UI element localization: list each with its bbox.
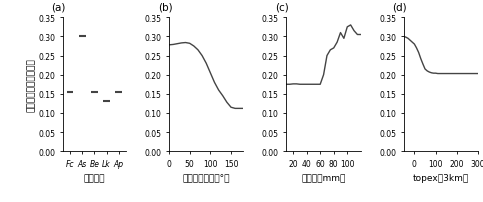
Text: (c): (c) xyxy=(275,3,289,13)
X-axis label: 相対斜面方位（°）: 相対斜面方位（°） xyxy=(183,174,230,183)
Text: (b): (b) xyxy=(158,3,172,13)
X-axis label: topex（3km）: topex（3km） xyxy=(413,174,469,183)
Text: (a): (a) xyxy=(51,3,66,13)
X-axis label: 総雨量（mm）: 総雨量（mm） xyxy=(301,174,346,183)
Text: (d): (d) xyxy=(393,3,407,13)
Y-axis label: 森林倒坂の相対的確率: 森林倒坂の相対的確率 xyxy=(27,58,35,112)
X-axis label: 優占樹種: 優占樹種 xyxy=(84,174,105,183)
